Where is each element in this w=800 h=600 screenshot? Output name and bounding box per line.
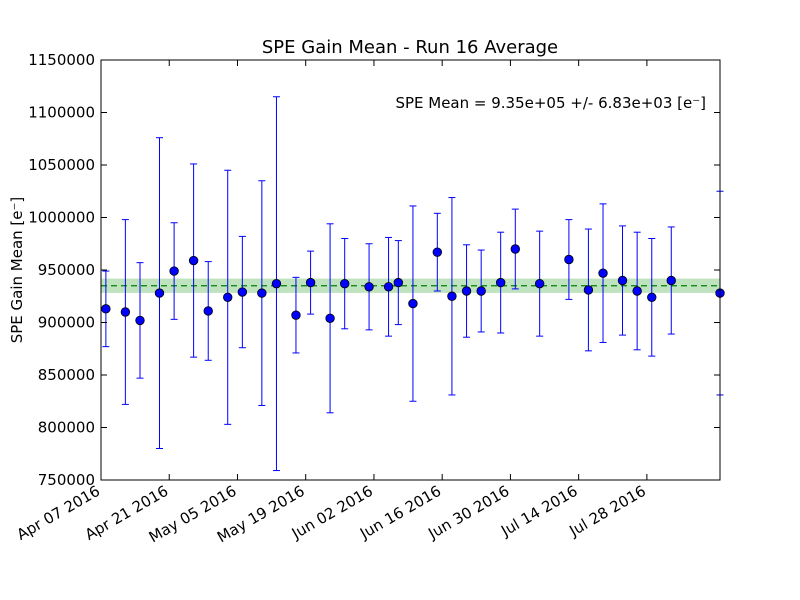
chart-title: SPE Gain Mean - Run 16 Average [262,37,558,58]
data-point [257,288,267,298]
y-tick-label: 1000000 [28,209,95,227]
data-point [476,286,486,296]
data-point [495,277,506,288]
data-point [305,277,316,288]
y-tick-label: 800000 [38,419,95,437]
mean-annotation: SPE Mean = 9.35e+05 +/- 6.83e+03 [e⁻] [395,94,706,112]
y-axis-label: SPE Gain Mean [e⁻] [8,197,26,344]
data-point [340,278,350,289]
y-tick-label: 850000 [38,366,95,384]
data-point [291,310,301,320]
data-point [583,285,594,295]
y-tick-label: 900000 [38,314,95,332]
data-point [647,292,657,303]
data-point [135,315,145,326]
data-point [447,291,457,301]
data-point [101,304,111,314]
data-point [598,268,608,278]
y-tick-label: 750000 [38,471,95,489]
data-point [510,244,520,254]
data-point [325,313,335,324]
data-point [364,282,374,292]
data-point [188,255,199,266]
plot-frame [100,59,721,481]
data-point [169,266,179,276]
data-point [408,298,418,309]
y-tick-label: 1100000 [28,104,95,122]
data-point [564,254,574,265]
y-tick-label: 1050000 [28,156,95,174]
plot-area: 750000 800000 850000 900000 950000 1000000 105… [14,51,725,546]
x-tick-label: Jul 28 2016 [565,482,648,541]
x-tick-label: Jul 14 2016 [497,482,580,541]
data-point [666,275,676,286]
data-point [632,286,642,296]
data-point [383,282,394,292]
data-point [271,278,282,289]
data-point [617,275,628,286]
y-tick-label: 950000 [38,261,95,279]
data-point [461,286,472,296]
data-point [393,277,404,288]
data-point [203,306,213,316]
mean-uncertainty-band [101,278,720,293]
data-point [223,292,233,303]
data-point [534,278,545,289]
y-tick-label: 1150000 [28,51,95,69]
data-point [432,247,443,257]
data-point [237,287,248,297]
data-point [120,307,131,317]
data-point [154,288,165,298]
